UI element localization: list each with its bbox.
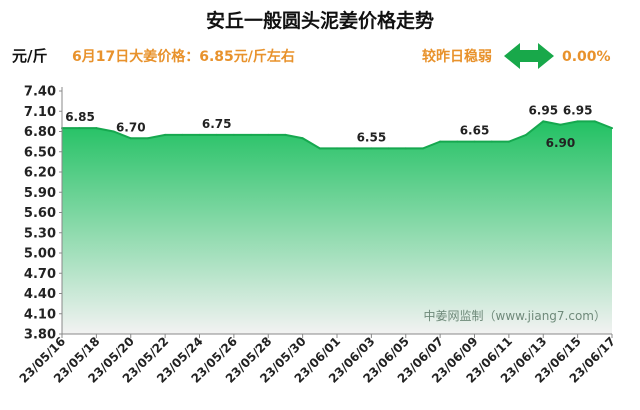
- data-point: [164, 133, 167, 136]
- data-point: [198, 133, 201, 136]
- y-tick-label: 6.50: [24, 145, 56, 160]
- data-point: [559, 123, 562, 126]
- plot-area: 7.40 7.10 6.80 6.50 6.20 5.90 5.60 5.30 5.00 4.70…: [17, 85, 619, 386]
- y-tick-label: 3.80: [24, 328, 56, 343]
- y-tick-label: 5.60: [24, 206, 56, 221]
- data-point: [318, 147, 321, 150]
- data-point: [542, 120, 545, 123]
- data-label: 6.95: [563, 103, 593, 117]
- price-area: [62, 121, 612, 334]
- data-label: 6.90: [546, 136, 576, 150]
- y-tick-label: 7.40: [24, 85, 56, 100]
- data-label: 6.70: [116, 120, 146, 134]
- y-tick-label: 6.80: [24, 125, 56, 140]
- data-point: [525, 133, 528, 136]
- change-percent: 0.00%: [562, 49, 611, 65]
- unit-label: 元/斤: [12, 47, 47, 65]
- data-point: [576, 120, 579, 123]
- data-point: [78, 127, 81, 130]
- data-label: 6.75: [202, 117, 232, 131]
- data-point: [473, 140, 476, 143]
- y-tick-label: 7.10: [24, 105, 56, 120]
- data-point: [387, 147, 390, 150]
- data-point: [353, 147, 356, 150]
- data-point: [593, 120, 596, 123]
- y-tick-label: 5.90: [24, 186, 56, 201]
- price-headline: 6月17日大姜价格：6.85元/斤左右: [72, 48, 295, 65]
- double-arrow-icon: [504, 43, 554, 69]
- data-point: [490, 140, 493, 143]
- data-point: [284, 133, 287, 136]
- data-label: 6.95: [528, 103, 558, 117]
- data-point: [421, 147, 424, 150]
- data-label: 6.85: [65, 110, 95, 124]
- watermark: 中姜网监制（www.jiang7.com）: [424, 308, 606, 323]
- data-point: [181, 133, 184, 136]
- y-tick-label: 5.30: [24, 226, 56, 241]
- data-point: [456, 140, 459, 143]
- data-point: [232, 133, 235, 136]
- y-tick-label: 5.00: [24, 247, 56, 262]
- data-point: [215, 133, 218, 136]
- compare-text: 较昨日稳弱: [422, 48, 492, 65]
- data-point: [250, 133, 253, 136]
- data-point: [507, 140, 510, 143]
- data-point: [129, 137, 132, 140]
- data-point: [370, 147, 373, 150]
- data-point: [439, 140, 442, 143]
- y-tick-label: 6.20: [24, 166, 56, 181]
- data-point: [146, 137, 149, 140]
- data-point: [112, 130, 115, 133]
- y-tick-label: 4.70: [24, 267, 56, 282]
- data-label: 6.65: [460, 124, 490, 138]
- data-point: [611, 127, 613, 130]
- data-point: [301, 137, 304, 140]
- data-point: [336, 147, 338, 150]
- chart-title: 安丘一般圆头泥姜价格走势: [206, 9, 434, 32]
- y-tick-label: 4.40: [24, 287, 56, 302]
- data-point: [404, 147, 407, 150]
- data-point: [95, 127, 98, 130]
- y-tick-label: 4.10: [24, 307, 56, 322]
- data-label: 6.55: [357, 130, 387, 144]
- data-point: [267, 133, 270, 136]
